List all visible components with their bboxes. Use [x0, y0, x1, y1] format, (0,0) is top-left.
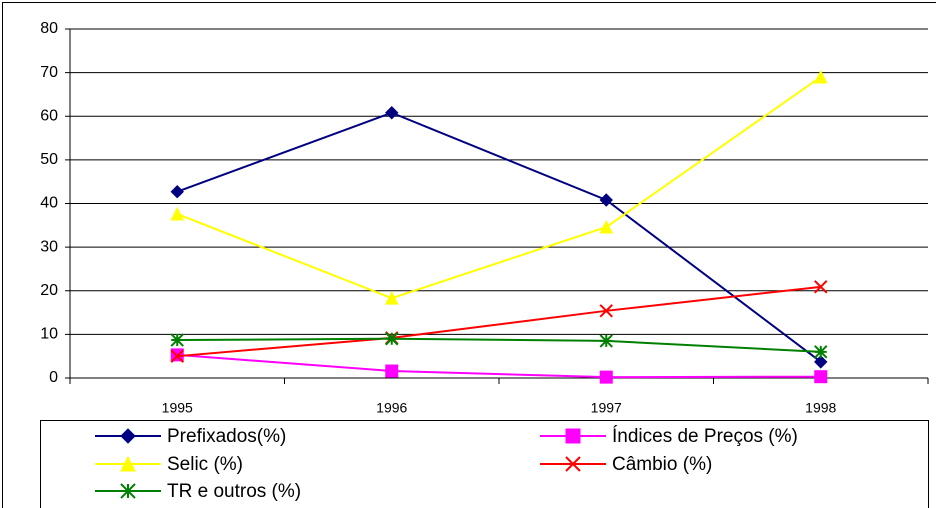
marker: [814, 355, 828, 369]
marker: [814, 280, 828, 294]
marker: [120, 483, 136, 499]
y-tick-label: 0: [49, 369, 58, 386]
series-line: [177, 285, 821, 358]
y-tick-label: 40: [40, 195, 58, 212]
legend-label: Prefixados(%): [167, 426, 286, 447]
x-tick-label: 1997: [591, 400, 622, 416]
series-line: [176, 111, 822, 363]
legend-label: TR e outros (%): [167, 481, 301, 502]
marker: [599, 334, 613, 348]
series-line: [176, 76, 822, 300]
y-tick-label: 20: [40, 282, 58, 299]
y-tick-label: 10: [40, 326, 58, 343]
marker: [599, 219, 614, 234]
y-tick-label: 60: [40, 107, 58, 124]
marker: [814, 345, 828, 359]
legend-label: Câmbio (%): [612, 454, 712, 475]
marker: [170, 185, 184, 199]
marker: [120, 428, 136, 444]
y-tick-label: 50: [40, 151, 58, 168]
marker: [599, 370, 613, 384]
series-line: [177, 353, 821, 379]
marker: [170, 333, 184, 347]
marker: [813, 69, 828, 84]
marker: [599, 304, 613, 318]
marker: [385, 364, 399, 378]
x-tick-label: 1998: [805, 400, 836, 416]
legend-box: [40, 420, 929, 508]
series-line: [177, 337, 821, 353]
y-tick-label: 30: [40, 238, 58, 255]
legend-label: Selic (%): [167, 454, 243, 475]
marker: [170, 349, 184, 363]
legend-label: Índices de Preços (%): [612, 426, 798, 447]
marker: [599, 193, 613, 207]
marker: [565, 456, 581, 472]
marker: [814, 370, 828, 384]
x-tick-label: 1995: [162, 400, 193, 416]
marker: [565, 428, 581, 444]
y-tick-label: 80: [40, 20, 58, 37]
y-tick-label: 70: [40, 64, 58, 81]
marker: [385, 332, 399, 346]
marker: [120, 455, 136, 472]
x-tick-label: 1996: [376, 400, 407, 416]
marker: [170, 206, 185, 221]
marker: [385, 106, 399, 120]
marker: [384, 291, 399, 305]
